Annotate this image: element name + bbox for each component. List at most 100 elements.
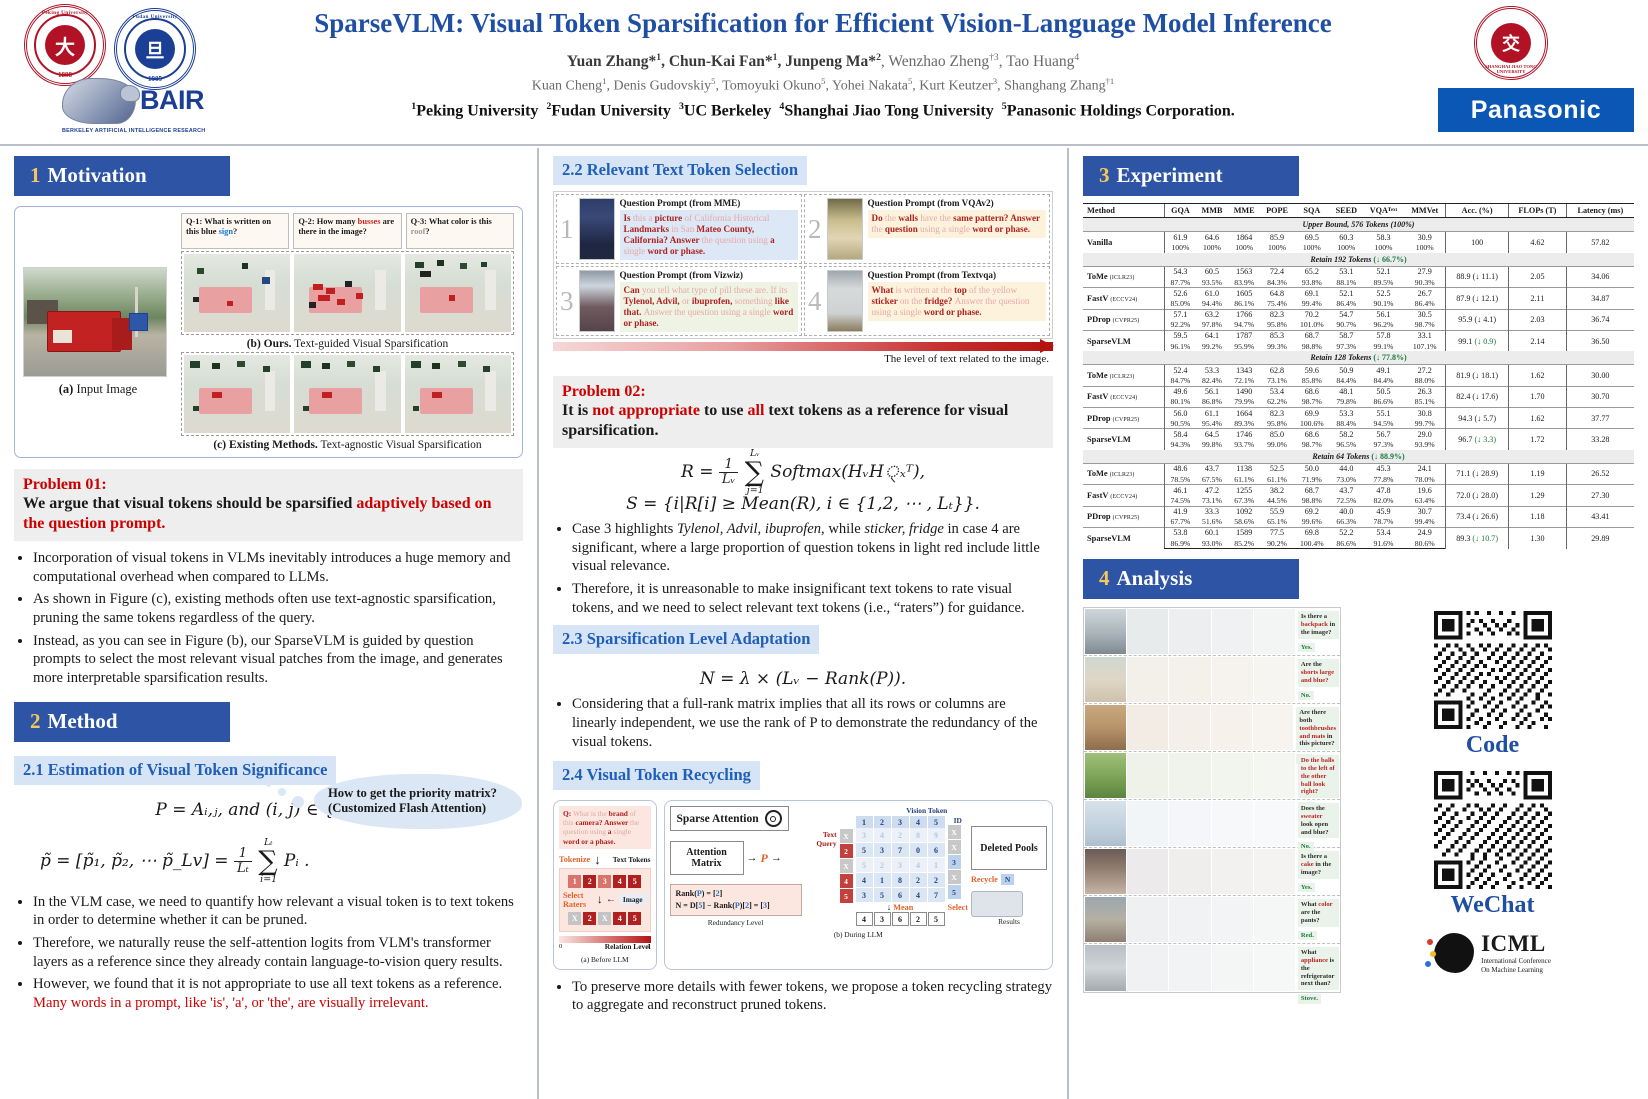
cell-flops: 1.62 bbox=[1508, 364, 1567, 387]
analysis-image-sparse bbox=[1169, 849, 1211, 895]
spiral-icon bbox=[764, 810, 782, 828]
cell: 58.3 bbox=[1362, 231, 1405, 243]
table-row: FastV (ECCV24) 46.1 47.2 1255 38.2 68.7 … bbox=[1083, 484, 1634, 506]
arrow-right-icon-2: → bbox=[770, 852, 782, 865]
cell-pct: 61.1% bbox=[1267, 474, 1287, 484]
method-24-bullets: To preserve more details with fewer toke… bbox=[553, 978, 1053, 1015]
row-method: ToMe (ICLR23) bbox=[1083, 265, 1165, 288]
token: 4 bbox=[613, 874, 627, 888]
cell-flops: 4.62 bbox=[1508, 231, 1567, 253]
analysis-image-sparse bbox=[1211, 801, 1253, 847]
q-hl: shorts large and blue? bbox=[1300, 669, 1335, 684]
th-mmb: MMB bbox=[1195, 202, 1229, 219]
table-row: ToMe (ICLR23) 54.3 60.5 1563 72.4 65.2 5… bbox=[1083, 265, 1634, 288]
case-4-prompt: What is written at the top of the yellow… bbox=[867, 282, 1046, 321]
row-method: FastV (ECCV24) bbox=[1083, 484, 1165, 506]
cell-pct: 99.0% bbox=[1267, 440, 1287, 450]
cell-pct: 83.9% bbox=[1234, 277, 1255, 287]
cell-pct: 82.4% bbox=[1202, 376, 1222, 386]
acc-value: 71.1 bbox=[1456, 469, 1471, 479]
cell: 44.0 bbox=[1329, 462, 1363, 474]
cell-latency: 34.06 bbox=[1565, 265, 1634, 288]
diagram-question-box: Q: What is the brand of this camera? Ans… bbox=[559, 806, 651, 849]
token: 3 bbox=[598, 874, 612, 888]
row-method-conf: (ECCV24) bbox=[1110, 493, 1138, 500]
cell: 82.3 bbox=[1260, 407, 1294, 419]
analysis-question: Are the shorts large and blue? bbox=[1297, 659, 1340, 687]
row-label: 5 bbox=[839, 889, 853, 904]
row-method-conf: (ICLR23) bbox=[1109, 472, 1135, 479]
wechat-qr-code[interactable] bbox=[1433, 771, 1552, 890]
cell: 69.9 bbox=[1293, 407, 1330, 419]
q-a: Is there a bbox=[1300, 853, 1328, 861]
cell: 1 bbox=[873, 873, 891, 888]
subsection-21-wrap: 2.1 Estimation of Visual Token Significa… bbox=[14, 755, 523, 791]
ours-sparsified-image-3 bbox=[404, 254, 511, 332]
cell-pct: 88.0% bbox=[1414, 376, 1435, 386]
q-hl: appliance bbox=[1300, 957, 1328, 965]
results-label: Results bbox=[998, 917, 1020, 927]
row-method: SparseVLM bbox=[1083, 428, 1165, 450]
row-method: ToMe (ICLR23) bbox=[1083, 364, 1165, 387]
diagram-caption-b: (b) During LLM bbox=[833, 930, 883, 940]
cell-pct: 67.3% bbox=[1234, 495, 1255, 505]
equation-R-lhs: R = bbox=[680, 462, 714, 483]
cell-pct: 99.2% bbox=[1202, 341, 1222, 351]
equation-2: p̃ = [p̃₁, p̃₂, ⋯ p̃_Lv] = 1 Lₜ ∑ Lₜ i=1 P… bbox=[14, 837, 523, 885]
section-label-method: Method bbox=[47, 708, 118, 733]
cell: 65.2 bbox=[1293, 265, 1330, 277]
row-method-name: PDrop bbox=[1087, 315, 1111, 325]
acc-value: 88.9 bbox=[1456, 272, 1471, 282]
github-qr-code[interactable] bbox=[1433, 611, 1552, 730]
analysis-chat: Are there both toothbrushes and mats in … bbox=[1294, 705, 1340, 764]
token: 2 bbox=[583, 911, 597, 925]
cell-pct: 90.2% bbox=[1260, 538, 1294, 550]
cell: 1490 bbox=[1228, 385, 1261, 397]
q-hl: cake bbox=[1300, 861, 1314, 869]
cell: 52.2 bbox=[1329, 526, 1363, 539]
section-banner-experiment: 3 Experiment bbox=[1083, 156, 1299, 196]
cell: 58.2 bbox=[1329, 428, 1363, 440]
cell-pct: 99.1% bbox=[1373, 341, 1394, 351]
analysis-image-sparse bbox=[1169, 897, 1211, 943]
cell-acc: 94.3 (↓ 5.7) bbox=[1445, 406, 1509, 429]
bair-tagline: BERKELEY ARTIFICIAL INTELLIGENCE RESEARC… bbox=[62, 128, 206, 134]
cell: 1664 bbox=[1228, 407, 1261, 419]
analysis-answer: Stove. bbox=[1297, 994, 1321, 1004]
section-number-4: 4 bbox=[1099, 566, 1110, 591]
cell-pct: 95.4% bbox=[1202, 418, 1222, 428]
question-cell-1: Q-1: What is written on this blue sign? bbox=[181, 213, 290, 249]
analysis-image-sparse bbox=[1211, 849, 1253, 895]
mean-row: 4 3 6 2 5 bbox=[855, 912, 945, 927]
cell-pct: 100.6% bbox=[1299, 418, 1324, 428]
case-2-thumbnail bbox=[826, 198, 863, 260]
cell-acc: 72.0 (↓ 28.0) bbox=[1445, 484, 1509, 506]
table-row-pct: 90.5% 95.4% 89.3% 95.8% 100.6% 88.4% 94.… bbox=[1083, 418, 1634, 429]
cell-acc: 100 bbox=[1445, 231, 1509, 253]
table-body: Upper Bound, 576 Tokens (100%) Vanilla 6… bbox=[1083, 217, 1634, 550]
p02-red2: all bbox=[747, 402, 765, 419]
acc-drop: (↓ 17.6) bbox=[1472, 392, 1499, 402]
q-hl: Do the balls to the left of the other ba… bbox=[1300, 757, 1335, 796]
select-raters-label: Select Raters bbox=[563, 890, 587, 909]
attention-matrix-box: Attention Matrix bbox=[669, 841, 744, 876]
cell: 62.8 bbox=[1260, 364, 1294, 376]
section-label-motivation: Motivation bbox=[47, 163, 147, 187]
equation-R-frac-den: Lᵥ bbox=[721, 472, 736, 488]
cell: 61.0 bbox=[1195, 287, 1229, 299]
row-label: 4 bbox=[839, 874, 853, 889]
cell-acc: 71.1 (↓ 28.9) bbox=[1445, 462, 1509, 485]
list-item: Does the sweater look open and blue? No. bbox=[1084, 800, 1340, 853]
cell: 8 bbox=[891, 873, 909, 888]
case-1-prompt: Is this a picture of California Historic… bbox=[619, 210, 798, 260]
row-method-name: FastV bbox=[1087, 392, 1109, 402]
group-header-pct: (↓ 77.8%) bbox=[1373, 353, 1407, 363]
cell: 30.9 bbox=[1404, 231, 1446, 243]
acc-drop: (↓ 18.1) bbox=[1472, 370, 1499, 380]
group-header-pct: (↓ 66.7%) bbox=[1373, 254, 1407, 264]
cell: 29.0 bbox=[1404, 428, 1446, 440]
row-method: ToMe (ICLR23) bbox=[1083, 462, 1165, 485]
q3-id: Q-3: bbox=[410, 217, 427, 226]
analysis-image-sparse bbox=[1252, 705, 1294, 751]
sparse-attention-label: Sparse Attention bbox=[676, 812, 759, 825]
